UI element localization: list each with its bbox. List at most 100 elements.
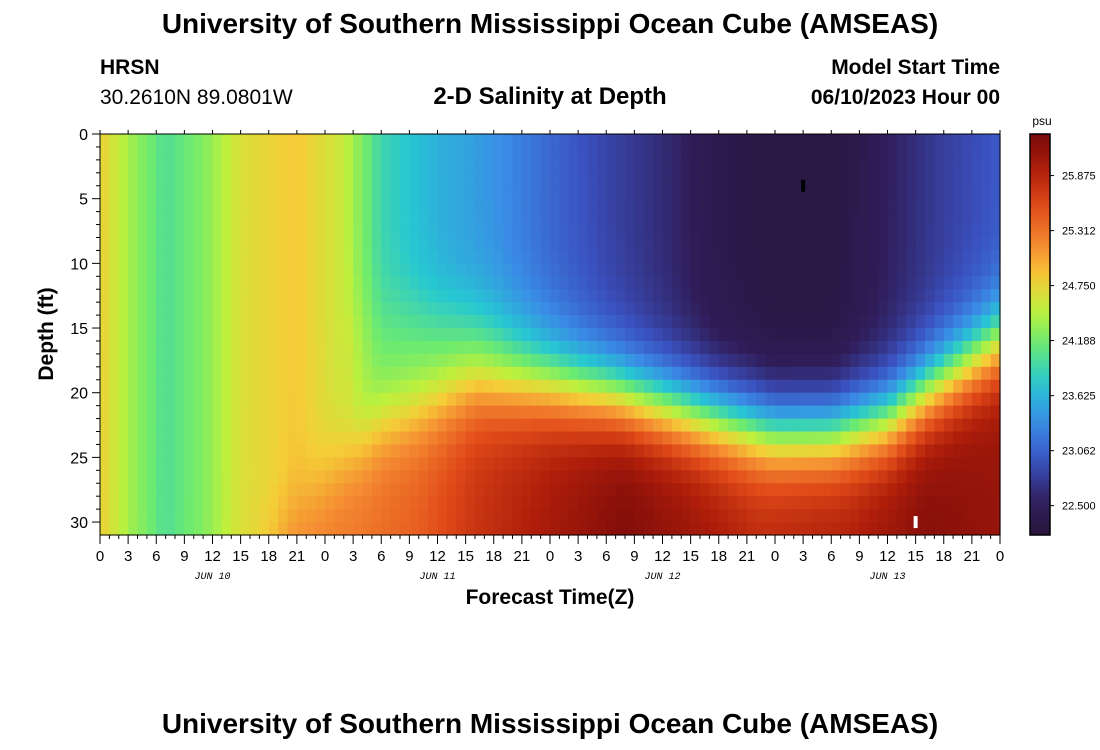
heatmap-cell	[596, 224, 607, 239]
heatmap-cell	[212, 237, 223, 252]
heatmap-cell	[765, 172, 776, 187]
heatmap-cell	[709, 496, 720, 510]
heatmap-cell	[775, 457, 785, 471]
heatmap-cell	[859, 159, 870, 174]
heatmap-cell	[709, 289, 720, 303]
heatmap-cell	[428, 315, 439, 329]
heatmap-cell	[587, 315, 598, 329]
heatmap-cell	[296, 392, 307, 407]
x-tick-label: 15	[907, 548, 924, 565]
heatmap-cell	[643, 237, 654, 252]
heatmap-cell	[568, 522, 579, 536]
heatmap-cell	[287, 328, 298, 342]
heatmap-cell	[568, 315, 579, 329]
heatmap-cell	[915, 379, 926, 394]
heatmap-cell	[803, 185, 814, 200]
heatmap-cell	[109, 159, 120, 174]
heatmap-cell	[943, 224, 954, 239]
heatmap-cell	[596, 328, 607, 342]
heatmap-cell	[268, 276, 279, 290]
heatmap-cell	[718, 328, 729, 342]
heatmap-cell	[259, 470, 270, 484]
heatmap-cell	[606, 496, 617, 510]
heatmap-cell	[287, 418, 298, 433]
heatmap-cell	[334, 224, 345, 239]
heatmap-cell	[718, 483, 729, 497]
heatmap-cell	[850, 211, 860, 226]
heatmap-cell	[718, 172, 729, 187]
heatmap-cell	[212, 457, 223, 471]
heatmap-cell	[475, 483, 485, 497]
heatmap-cell	[934, 418, 945, 433]
heatmap-cell	[981, 134, 992, 148]
heatmap-cell	[465, 237, 476, 252]
heatmap-cell	[334, 172, 345, 187]
heatmap-cell	[793, 431, 804, 446]
heatmap-cell	[896, 366, 907, 381]
heatmap-cell	[934, 431, 945, 446]
heatmap-cell	[268, 522, 279, 536]
heatmap-cell	[353, 315, 364, 329]
heatmap-cell	[953, 496, 964, 510]
heatmap-cell	[250, 185, 260, 200]
heatmap-cell	[756, 224, 767, 239]
heatmap-cell	[184, 289, 195, 303]
heatmap-cell	[390, 250, 401, 264]
heatmap-cell	[896, 172, 907, 187]
heatmap-cell	[821, 444, 832, 458]
heatmap-cell	[634, 263, 645, 277]
heatmap-cell	[475, 198, 485, 213]
heatmap-cell	[390, 353, 401, 368]
heatmap-cell	[203, 185, 214, 200]
heatmap-cell	[878, 211, 889, 226]
heatmap-cell	[812, 146, 823, 161]
heatmap-cell	[671, 224, 682, 239]
heatmap-cell	[437, 444, 448, 458]
heatmap-cell	[596, 522, 607, 536]
heatmap-cell	[981, 509, 992, 523]
heatmap-cell	[446, 250, 457, 264]
y-tick-label: 5	[79, 192, 88, 209]
heatmap-cell	[353, 392, 364, 407]
heatmap-cell	[231, 328, 242, 342]
heatmap-cell	[550, 392, 560, 407]
heatmap-cell	[765, 134, 776, 148]
heatmap-cell	[990, 185, 1001, 200]
heatmap-cell	[990, 483, 1001, 497]
heatmap-cell	[681, 315, 692, 329]
heatmap-cell	[681, 483, 692, 497]
heatmap-cell	[990, 496, 1001, 510]
heatmap-cell	[437, 302, 448, 316]
heatmap-cell	[625, 250, 635, 264]
heatmap-cell	[465, 470, 476, 484]
x-tick-label: 3	[799, 548, 807, 565]
heatmap-cell	[896, 276, 907, 290]
heatmap-cell	[259, 263, 270, 277]
heatmap-cell	[109, 483, 120, 497]
heatmap-cell	[887, 276, 898, 290]
colorbar-ticks: 25.87525.31224.75024.18823.62523.06222.5…	[1050, 171, 1096, 513]
heatmap-cell	[737, 134, 748, 148]
heatmap-cell	[268, 224, 279, 239]
heatmap-cell	[250, 263, 260, 277]
heatmap-cell	[137, 237, 148, 252]
heatmap-cell	[746, 483, 757, 497]
heatmap-cell	[231, 366, 242, 381]
heatmap-cell	[662, 457, 673, 471]
heatmap-cell	[165, 159, 176, 174]
heatmap-cell	[184, 276, 195, 290]
page-title: University of Southern Mississippi Ocean…	[161, 8, 939, 39]
heatmap-cell	[559, 328, 570, 342]
heatmap-cell	[671, 392, 682, 407]
heatmap-cell	[878, 302, 889, 316]
heatmap-cell	[887, 250, 898, 264]
heatmap-cell	[306, 353, 317, 368]
heatmap-cell	[878, 159, 889, 174]
heatmap-cell	[953, 302, 964, 316]
heatmap-cell	[175, 224, 185, 239]
heatmap-cell	[362, 405, 373, 420]
heatmap-cell	[568, 328, 579, 342]
heatmap-cell	[831, 405, 842, 420]
heatmap-cell	[512, 211, 523, 226]
heatmap-cell	[250, 392, 260, 407]
